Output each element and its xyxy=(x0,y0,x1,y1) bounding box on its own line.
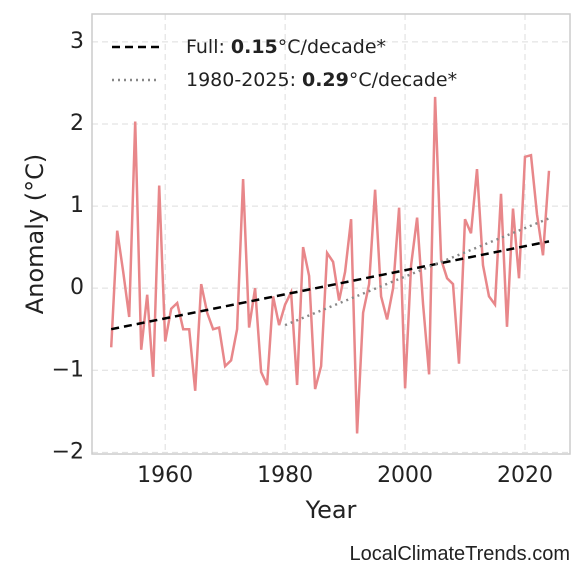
legend-slope: 0.29 xyxy=(302,69,349,91)
y-tick-label: 1 xyxy=(70,193,84,218)
legend-slope: 0.15 xyxy=(231,36,278,58)
y-tick-label: 0 xyxy=(70,275,84,300)
x-tick-label: 2020 xyxy=(497,463,553,488)
y-tick-label: 3 xyxy=(70,29,84,54)
legend-label: 1980-2025: 0.29°C/decade* xyxy=(186,69,457,91)
y-tick-label: −1 xyxy=(52,357,84,382)
legend-unit: °C/decade* xyxy=(278,36,386,58)
legend-name: 1980-2025: xyxy=(186,69,296,91)
x-tick-label: 1960 xyxy=(137,463,193,488)
legend-name: Full: xyxy=(186,36,225,58)
data-line xyxy=(109,96,551,434)
plot-frame xyxy=(91,13,571,455)
y-tick-label: −2 xyxy=(52,439,84,464)
y-axis-label: Anomaly (°C) xyxy=(21,154,49,314)
legend-label: Full: 0.15°C/decade* xyxy=(186,36,386,58)
x-tick-label: 2000 xyxy=(377,463,433,488)
trend-line xyxy=(110,240,550,331)
x-tick-label: 1980 xyxy=(257,463,313,488)
legend-unit: °C/decade* xyxy=(349,69,457,91)
x-axis-label: Year xyxy=(305,496,357,524)
y-tick-label: 2 xyxy=(70,111,84,136)
watermark: LocalClimateTrends.com xyxy=(350,543,570,565)
